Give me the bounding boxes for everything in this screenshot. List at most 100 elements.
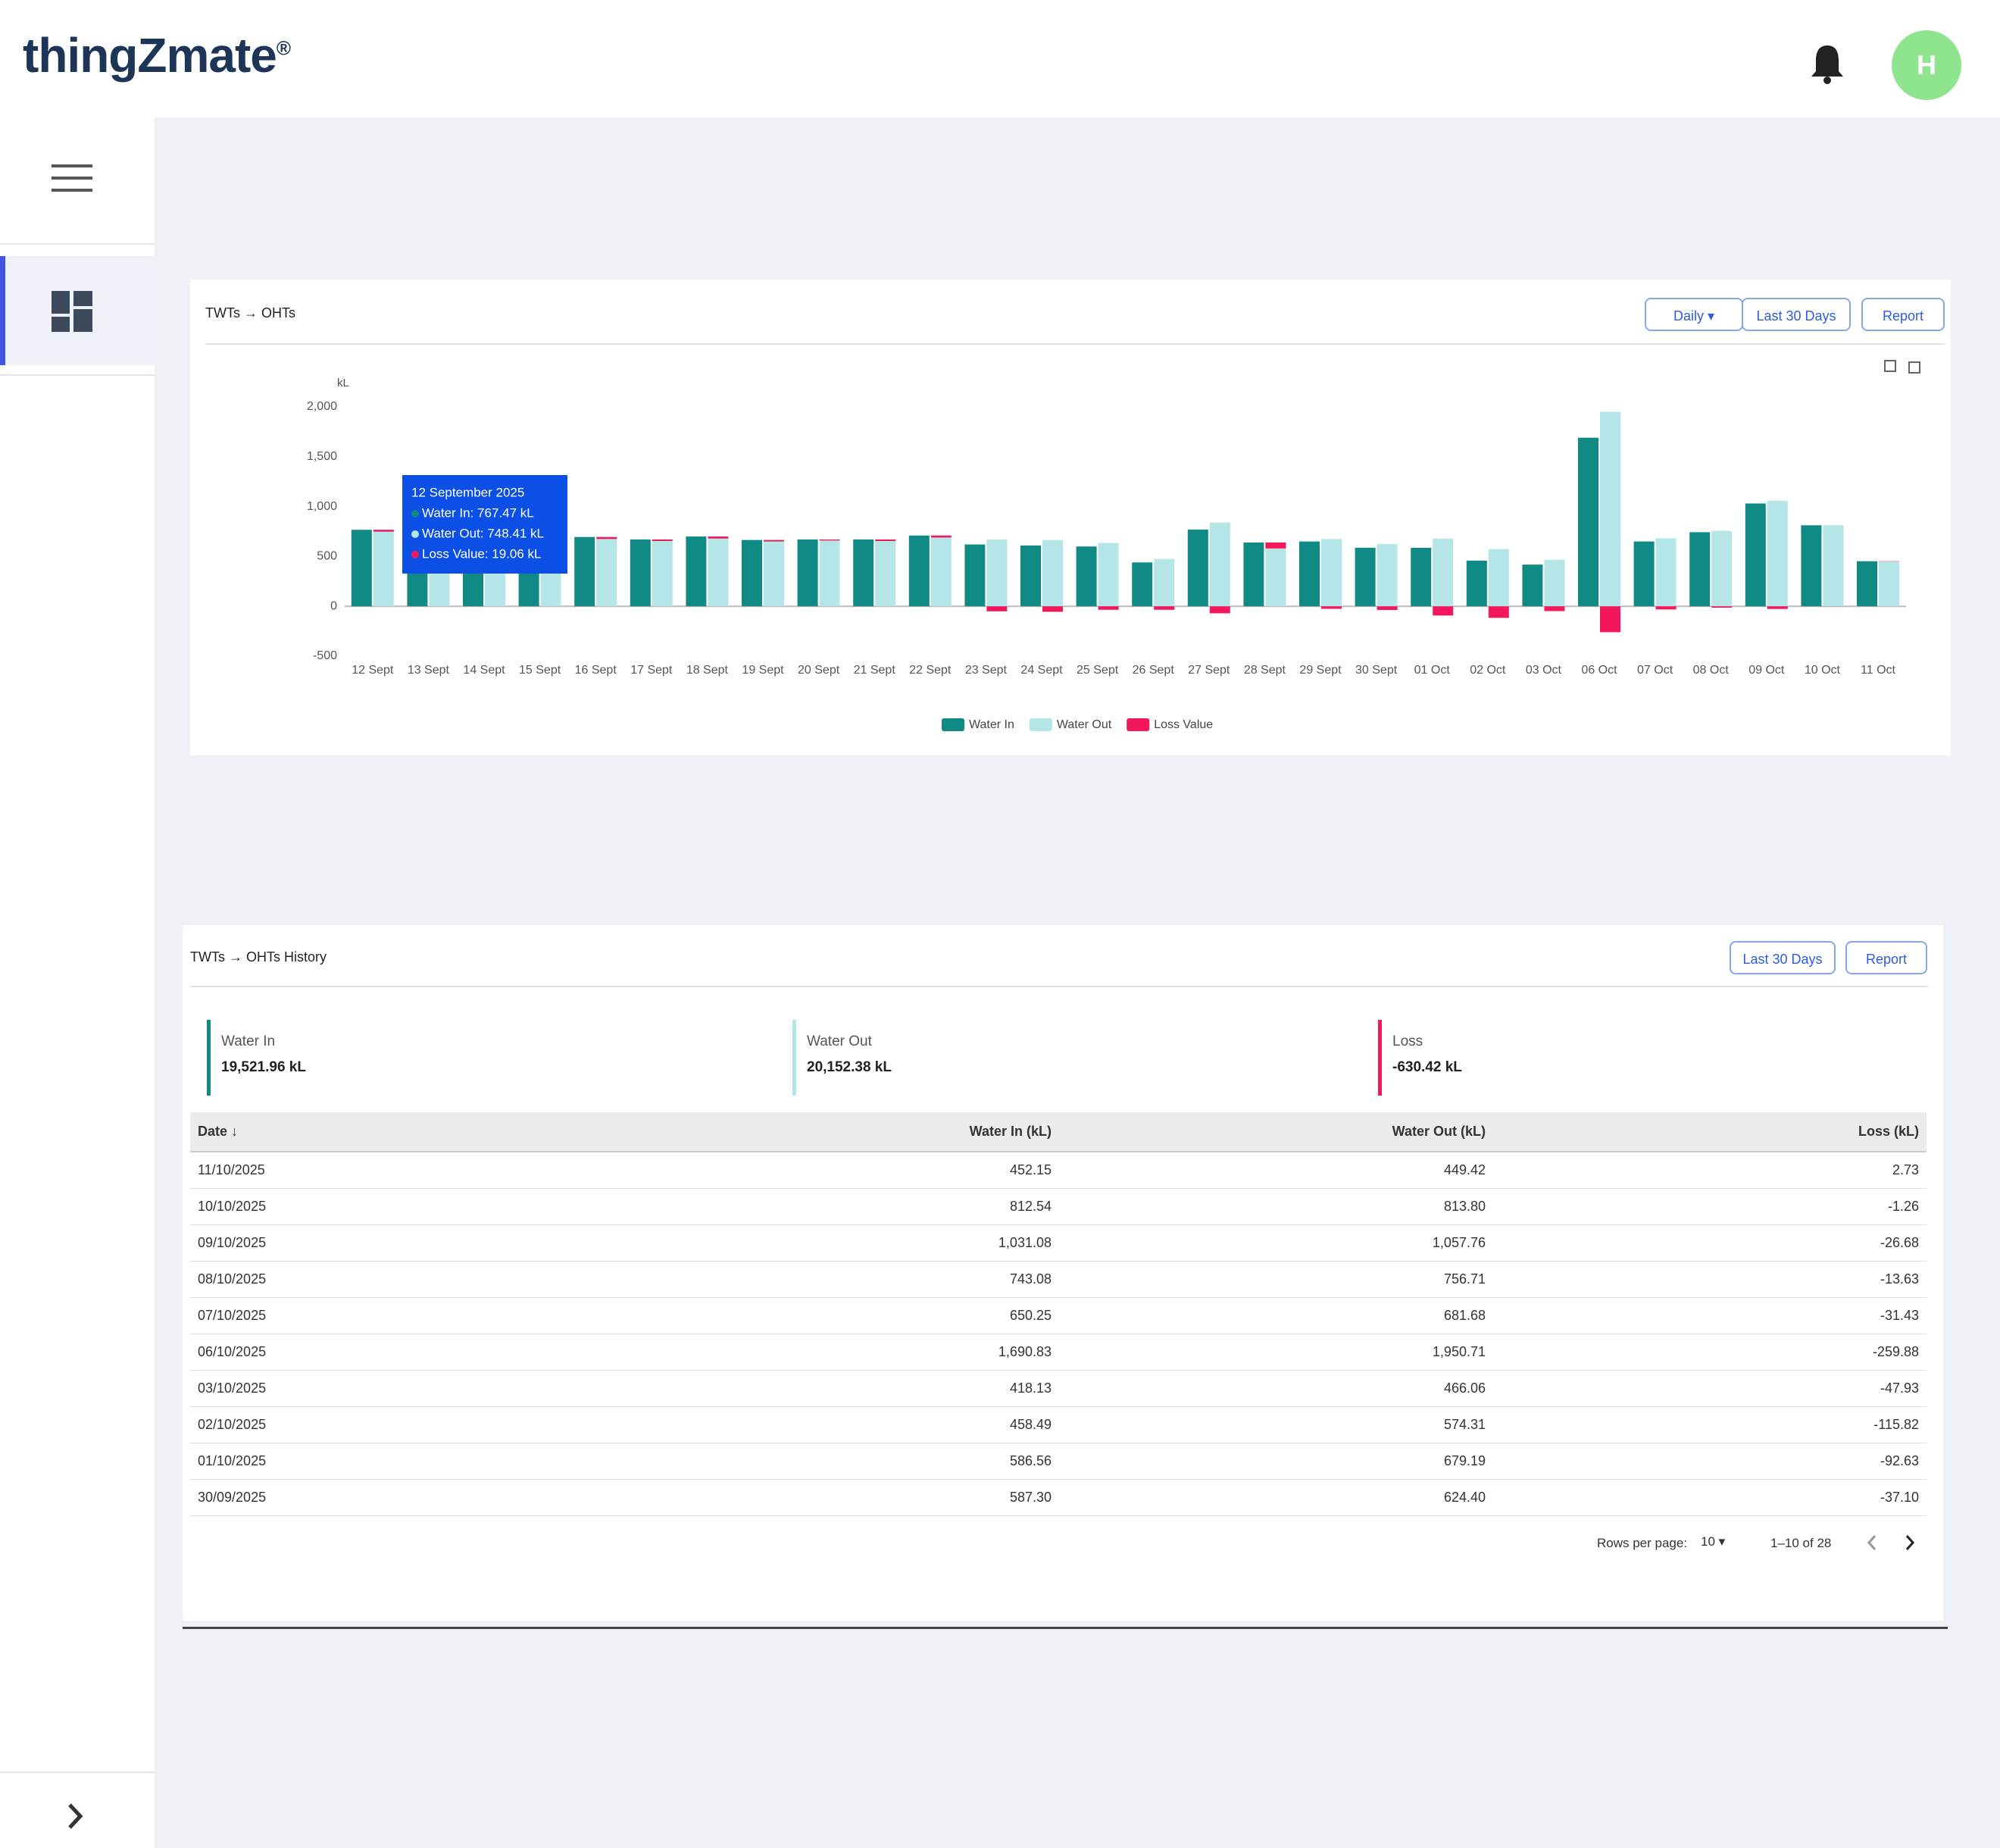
report-button[interactable]: Report	[1861, 298, 1945, 331]
table-cell: 03/10/2025	[190, 1370, 614, 1407]
range-button[interactable]: Last 30 Days	[1742, 298, 1851, 331]
table-cell: -92.63	[1493, 1443, 1927, 1480]
table-cell: 2.73	[1493, 1152, 1927, 1189]
rows-per-page-select[interactable]: 10 ▾	[1701, 1534, 1726, 1549]
legend-swatch	[1127, 718, 1150, 731]
bar	[1544, 606, 1565, 611]
bell-icon[interactable]	[1809, 42, 1845, 85]
y-tick-label: -500	[313, 649, 337, 662]
bar	[875, 541, 896, 607]
y-tick-label: 1,000	[307, 500, 337, 513]
table-row: 06/10/2025 1,690.83 1,950.71 -259.88	[190, 1334, 1927, 1371]
expand-icon[interactable]	[67, 1803, 85, 1830]
bar	[1265, 548, 1286, 607]
history-card: TWTs → OHTs History Last 30 Days Report …	[183, 925, 1943, 1621]
legend: Water In Water Out Loss Value	[942, 718, 1213, 731]
bar	[1209, 606, 1230, 614]
dashboard-icon	[52, 291, 92, 332]
bar	[1488, 549, 1509, 607]
x-tick-label: 02 Oct	[1470, 664, 1506, 677]
bar	[1076, 546, 1097, 607]
table-cell: 418.13	[614, 1370, 1059, 1407]
table-cell: -47.93	[1493, 1370, 1927, 1407]
bar	[1411, 548, 1432, 607]
reset-icon[interactable]	[1908, 361, 1920, 374]
bar	[1321, 606, 1342, 609]
rows-per-page-value: 10	[1701, 1534, 1715, 1549]
bar	[1299, 541, 1320, 607]
x-tick-label: 13 Sept	[408, 664, 450, 677]
range-button[interactable]: Last 30 Days	[1730, 941, 1836, 974]
bar	[686, 536, 707, 607]
bar	[1154, 606, 1175, 610]
summary-value: -630.42 kL	[1392, 1059, 1462, 1075]
table-cell: 1,057.76	[1059, 1224, 1493, 1262]
table-body: 11/10/2025 452.15 449.42 2.73 10/10/2025 812.…	[190, 1152, 1927, 1516]
x-tick-label: 25 Sept	[1077, 664, 1119, 677]
table-cell: 681.68	[1059, 1297, 1493, 1334]
bar	[1243, 542, 1264, 607]
bar	[1355, 547, 1376, 607]
table-row: 02/10/2025 458.49 574.31 -115.82	[190, 1406, 1927, 1443]
column-label: Loss (kL)	[1858, 1124, 1919, 1139]
avatar[interactable]: H	[1892, 30, 1961, 100]
brand-mark: ®	[276, 36, 291, 60]
bar	[1879, 561, 1899, 607]
prev-page[interactable]	[1867, 1535, 1877, 1550]
summary-label: Water In	[221, 1033, 276, 1049]
bar	[1689, 532, 1711, 607]
table-cell: -26.68	[1493, 1224, 1927, 1262]
table-cell: 1,950.71	[1059, 1334, 1493, 1371]
bar	[930, 535, 952, 538]
bar	[1633, 541, 1655, 607]
zoom-icon[interactable]	[1884, 360, 1896, 372]
column-header: Water In (kL)	[614, 1112, 1059, 1152]
bar	[1823, 525, 1844, 607]
chart: kL 2,000 1,500 1,000 500 0 -500 12 Sept 13 Sept…	[307, 360, 1920, 731]
bar	[1857, 561, 1877, 607]
next-page[interactable]	[1905, 1535, 1915, 1550]
bar	[1020, 545, 1041, 607]
table-cell: 30/09/2025	[190, 1479, 614, 1516]
summary: Water Out 20,152.38 kL	[792, 1020, 892, 1096]
table-cell: 11/10/2025	[190, 1152, 614, 1189]
table-cell: -13.63	[1493, 1261, 1927, 1298]
table-cell: 07/10/2025	[190, 1297, 614, 1334]
bar	[708, 536, 729, 539]
y-tick-label: 500	[317, 550, 337, 563]
page-nav	[1867, 1535, 1915, 1550]
bar	[908, 535, 930, 607]
table-cell: 458.49	[614, 1406, 1059, 1443]
bar	[1522, 564, 1543, 607]
bar	[630, 539, 651, 607]
x-tick-label: 10 Oct	[1805, 664, 1841, 677]
bar	[596, 539, 617, 607]
x-tick-label: 03 Oct	[1526, 664, 1562, 677]
table-cell: 466.06	[1059, 1370, 1493, 1407]
bar	[1433, 606, 1454, 616]
nav-dashboard[interactable]	[0, 256, 155, 365]
bar	[1187, 529, 1208, 607]
x-tick-label: 18 Sept	[686, 664, 729, 677]
column-header: Water Out (kL)	[1059, 1112, 1493, 1152]
sort-icon[interactable]: ↓	[227, 1124, 239, 1139]
table-row: 10/10/2025 812.54 813.80 -1.26	[190, 1188, 1927, 1225]
summary-value: 19,521.96 kL	[221, 1059, 306, 1075]
table-row: 09/10/2025 1,031.08 1,057.76 -26.68	[190, 1224, 1927, 1262]
table-cell: -31.43	[1493, 1297, 1927, 1334]
bar	[1801, 525, 1822, 607]
report-button[interactable]: Report	[1845, 941, 1927, 974]
column-label: Water Out (kL)	[1392, 1124, 1486, 1139]
bar	[1154, 558, 1175, 607]
menu-icon[interactable]	[52, 163, 92, 193]
y-tick-label: 0	[330, 599, 337, 612]
table-row: 30/09/2025 587.30 624.40 -37.10	[190, 1479, 1927, 1516]
tooltip-line: Loss Value: 19.06 kL	[422, 546, 542, 561]
table-cell: 08/10/2025	[190, 1261, 614, 1298]
x-tick-label: 08 Oct	[1693, 664, 1730, 677]
tooltip-dot	[411, 530, 419, 538]
table-row: 11/10/2025 452.15 449.42 2.73	[190, 1152, 1927, 1189]
bar	[986, 606, 1008, 611]
bar	[652, 541, 673, 607]
bar	[1042, 606, 1063, 612]
